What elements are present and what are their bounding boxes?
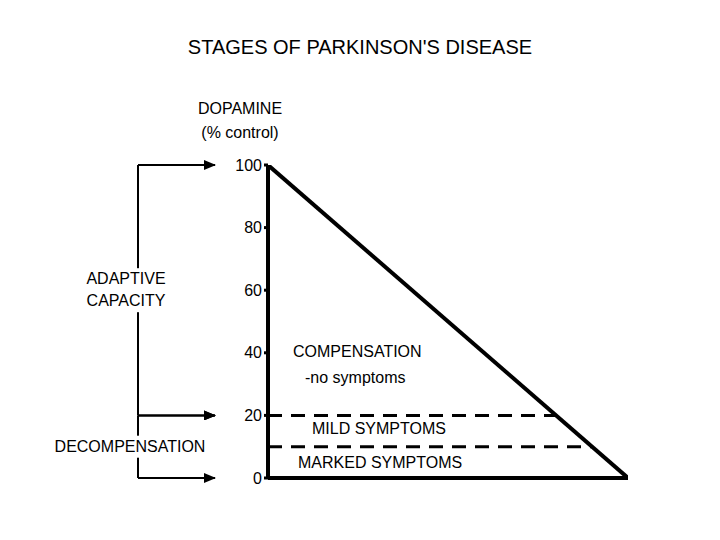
svg-text:STAGES OF PARKINSON'S DISEASE: STAGES OF PARKINSON'S DISEASE [188, 36, 532, 58]
svg-text:DECOMPENSATION: DECOMPENSATION [55, 438, 206, 455]
svg-text:ADAPTIVE: ADAPTIVE [86, 270, 165, 287]
svg-text:0: 0 [253, 470, 262, 487]
svg-text:80: 80 [244, 219, 262, 236]
svg-text:(% control): (% control) [201, 124, 278, 141]
svg-text:CAPACITY: CAPACITY [87, 292, 166, 309]
svg-text:MILD SYMPTOMS: MILD SYMPTOMS [312, 420, 446, 437]
svg-text:MARKED SYMPTOMS: MARKED SYMPTOMS [298, 454, 462, 471]
svg-text:100: 100 [235, 157, 262, 174]
svg-text:-no symptoms: -no symptoms [305, 369, 405, 386]
svg-text:DOPAMINE: DOPAMINE [198, 100, 282, 117]
svg-text:COMPENSATION: COMPENSATION [293, 343, 422, 360]
svg-text:20: 20 [244, 407, 262, 424]
svg-text:40: 40 [244, 344, 262, 361]
svg-text:60: 60 [244, 282, 262, 299]
